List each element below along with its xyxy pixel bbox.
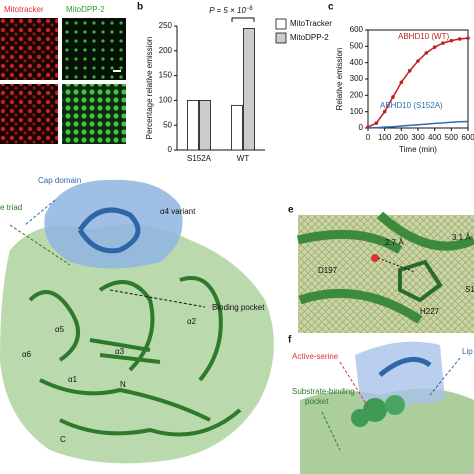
image: [0, 84, 58, 144]
legend-swatch: [275, 32, 287, 44]
legend-swatch: [275, 18, 287, 30]
pocket-label: Substrate-binding: [292, 387, 355, 396]
marker: [457, 37, 462, 41]
image: [62, 84, 126, 144]
y-tick-label: 200: [159, 46, 173, 55]
structure-label: α2: [187, 317, 197, 326]
marker: [407, 69, 412, 73]
y-tick-label: 600: [350, 25, 364, 34]
panel-label: b: [137, 2, 143, 13]
bar: [199, 100, 211, 151]
y-tick-label: 0: [359, 123, 364, 132]
y-tick-label: 200: [350, 90, 364, 99]
x-tick-label: 300: [411, 133, 425, 142]
series-label: ABHD10 (WT): [398, 32, 449, 41]
detail-panel: e 2.7 Å 3.1 Å D197 H227 S1: [288, 205, 474, 333]
panel-label: c: [328, 2, 334, 13]
pocket-panel: f Active-serine Lip Substrate-binding po…: [288, 335, 474, 474]
structure-label: α4 variant: [160, 207, 196, 216]
pocket-label: pocket: [305, 397, 329, 406]
pocket-label: Lip: [462, 347, 473, 356]
panel-label: e: [288, 205, 294, 216]
structure-label: C: [60, 435, 66, 444]
image-label: Mitotracker: [4, 5, 44, 14]
marker: [432, 45, 437, 49]
microscopy-panel: Mitotracker MitoDPP-2: [0, 5, 126, 144]
structure-label: α3: [115, 347, 125, 356]
detail-label: 3.1 Å: [452, 233, 471, 242]
x-tick-label: S152A: [187, 154, 212, 163]
x-axis-title: Time (min): [399, 145, 437, 154]
x-tick-label: WT: [237, 154, 250, 163]
structure-label: N: [120, 380, 126, 389]
marker: [449, 38, 454, 43]
annotation-text: P = 5 × 10: [209, 6, 246, 15]
y-tick-label: 300: [350, 74, 364, 83]
detail-label: 2.7 Å: [385, 238, 404, 247]
marker: [374, 121, 379, 125]
y-tick-label: 250: [159, 21, 173, 30]
structure-label: α1: [68, 375, 78, 384]
image: [62, 18, 126, 80]
bar: [187, 100, 199, 151]
scale-bar: [113, 70, 121, 72]
marker: [391, 95, 395, 99]
detail-label: H227: [420, 307, 440, 316]
structure-label: α5: [55, 325, 65, 334]
bar: [243, 28, 255, 151]
structure-label: e triad: [0, 203, 22, 212]
y-tick-label: 100: [159, 96, 173, 105]
detail-label: S1: [465, 285, 474, 294]
marker: [416, 59, 420, 63]
y-tick-label: 400: [350, 58, 364, 67]
structure-label: Binding pocket: [212, 303, 265, 312]
x-tick-label: 200: [395, 133, 409, 142]
panel-label: f: [288, 335, 292, 346]
marker: [466, 36, 470, 40]
x-tick-label: 100: [378, 133, 392, 142]
marker: [382, 109, 387, 114]
structure-panel: Cap domain α4 variant e triad Binding po…: [0, 176, 274, 464]
marker: [399, 80, 404, 85]
x-tick-label: 400: [428, 133, 442, 142]
y-tick-label: 0: [168, 145, 173, 154]
y-axis-title: Relative emission: [335, 48, 344, 111]
bar: [231, 104, 243, 151]
image: [0, 18, 58, 80]
y-tick-label: 500: [350, 41, 364, 50]
series-label: ABHD10 (S152A): [380, 101, 443, 110]
x-tick-label: 500: [445, 133, 459, 142]
annotation-superscript: −8: [246, 6, 254, 12]
legend-label: MitoTracker: [290, 19, 332, 28]
line: [367, 37, 469, 128]
pocket-label: Active-serine: [292, 352, 339, 361]
marker: [424, 51, 429, 55]
x-tick-label: 0: [366, 133, 371, 142]
y-axis-title: Percentage relative emission: [145, 37, 154, 140]
bracket: [231, 17, 255, 22]
y-tick-label: 150: [159, 71, 173, 80]
structure-label: α6: [22, 350, 32, 359]
line: [367, 120, 469, 129]
y-tick-label: 100: [350, 107, 364, 116]
legend-label: MitoDPP-2: [290, 33, 329, 42]
marker: [441, 41, 445, 45]
annotation: P = 5 × 10−8: [209, 6, 253, 16]
x-tick-label: 600: [461, 133, 474, 142]
image-label: MitoDPP-2: [66, 5, 105, 14]
structure-label: Cap domain: [38, 176, 81, 185]
detail-label: D197: [318, 266, 338, 275]
y-tick-label: 50: [163, 120, 172, 129]
